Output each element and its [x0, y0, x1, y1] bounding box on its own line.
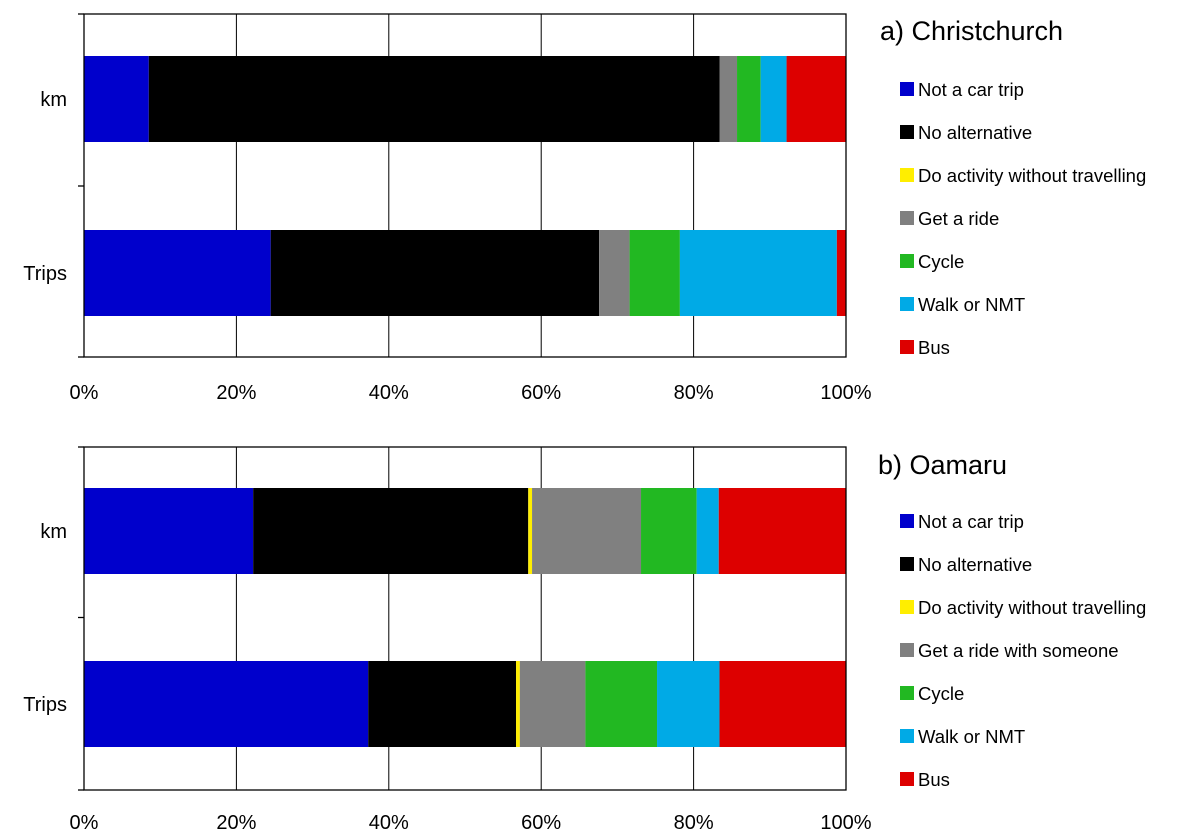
panel-1-legend-swatch-do-activity-without-travelling	[900, 168, 914, 182]
panel-1-legend-swatch-no-alternative	[900, 125, 914, 139]
panel-2-x-tick-label: 80%	[674, 812, 714, 834]
panel-1-bar-km-no-alternative	[148, 56, 720, 142]
panel-2-x-tick-label: 60%	[521, 812, 561, 834]
panel-1-legend-label-do-activity-without-travelling: Do activity without travelling	[918, 165, 1146, 186]
panel-2-bar-km-bus	[718, 488, 846, 574]
panel-2-x-tick-label: 0%	[70, 812, 99, 834]
panel-2-legend-swatch-not-a-car-trip	[900, 514, 914, 528]
panel-2-legend-label-walk-or-nmt: Walk or NMT	[918, 726, 1025, 747]
panel-1-bar-trips-not-a-car-trip	[84, 230, 271, 316]
panel-2-bar-km-no-alternative	[253, 488, 529, 574]
panel-2-bar-trips-walk-or-nmt	[657, 661, 720, 747]
panel-2-legend-label-bus: Bus	[918, 769, 950, 790]
panel-1-legend-swatch-not-a-car-trip	[900, 82, 914, 96]
panel-2-legend-swatch-walk-or-nmt	[900, 729, 914, 743]
panel-2-legend-label-cycle: Cycle	[918, 683, 964, 704]
panel-2-legend-label-not-a-car-trip: Not a car trip	[918, 511, 1024, 532]
panel-1-legend-label-get-a-ride: Get a ride	[918, 208, 999, 229]
panel-1-bar-trips-get-a-ride	[599, 230, 630, 316]
panel-1-bar-km-bus	[786, 56, 846, 142]
panel-2-bar-trips-get-a-ride-with-someone	[519, 661, 586, 747]
panel-2-legend-swatch-bus	[900, 772, 914, 786]
panel-1-legend-swatch-get-a-ride	[900, 211, 914, 225]
panel-2-x-tick-label: 20%	[216, 812, 256, 834]
panel-1-category-label-km: km	[40, 89, 67, 111]
panel-1-legend-label-not-a-car-trip: Not a car trip	[918, 79, 1024, 100]
panel-1-x-tick-label: 0%	[70, 382, 99, 404]
panel-2-legend-label-no-alternative: No alternative	[918, 554, 1032, 575]
panel-2-bar-trips-do-activity-without-travelling	[516, 661, 520, 747]
panel-2-bar-trips-cycle	[585, 661, 658, 747]
panel-1-x-tick-label: 40%	[369, 382, 409, 404]
panel-2-x-tick-label: 100%	[820, 812, 871, 834]
panel-1-legend-label-no-alternative: No alternative	[918, 122, 1032, 143]
panel-2-bar-km-do-activity-without-travelling	[528, 488, 533, 574]
panel-2-bar-km-walk-or-nmt	[696, 488, 719, 574]
panel-2-legend-swatch-get-a-ride-with-someone	[900, 643, 914, 657]
panel-2-bar-trips-bus	[719, 661, 846, 747]
panel-1-bar-trips-bus	[836, 230, 846, 316]
panel-2-category-label-trips: Trips	[23, 694, 67, 716]
panel-2-legend-label-do-activity-without-travelling: Do activity without travelling	[918, 597, 1146, 618]
panel-1-title: a) Christchurch	[880, 16, 1063, 46]
panel-2-legend-swatch-do-activity-without-travelling	[900, 600, 914, 614]
panel-1-bar-km-walk-or-nmt	[760, 56, 787, 142]
panel-2-title: b) Oamaru	[878, 450, 1007, 480]
panel-2-x-tick-label: 40%	[369, 812, 409, 834]
panel-1-legend-label-walk-or-nmt: Walk or NMT	[918, 294, 1025, 315]
panel-2-plot-frame	[83, 446, 847, 791]
panel-1-bar-trips-no-alternative	[270, 230, 600, 316]
panel-1-bar-km-cycle	[737, 56, 761, 142]
panel-1-legend-swatch-bus	[900, 340, 914, 354]
panel-1-x-tick-label: 60%	[521, 382, 561, 404]
panel-1-x-tick-label: 20%	[216, 382, 256, 404]
panel-1-bar-km-not-a-car-trip	[84, 56, 149, 142]
panel-2-bar-trips-not-a-car-trip	[84, 661, 369, 747]
panel-1-category-label-trips: Trips	[23, 263, 67, 285]
panel-2-bar-km-cycle	[641, 488, 697, 574]
panel-1-x-tick-label: 100%	[820, 382, 871, 404]
panel-2-legend-swatch-no-alternative	[900, 557, 914, 571]
panel-2-bar-trips-no-alternative	[368, 661, 517, 747]
panel-1-x-tick-label: 80%	[674, 382, 714, 404]
panel-1-bar-trips-walk-or-nmt	[679, 230, 837, 316]
panel-2-legend-label-get-a-ride-with-someone: Get a ride with someone	[918, 640, 1119, 661]
panel-1-legend-swatch-cycle	[900, 254, 914, 268]
panel-2-bar-km-not-a-car-trip	[84, 488, 254, 574]
panel-2-legend-swatch-cycle	[900, 686, 914, 700]
panel-1-legend-swatch-walk-or-nmt	[900, 297, 914, 311]
panel-1-bar-trips-cycle	[629, 230, 680, 316]
panel-2-bar-km-get-a-ride-with-someone	[532, 488, 642, 574]
panel-2-category-label-km: km	[40, 521, 67, 543]
panel-1-bar-km-get-a-ride	[719, 56, 738, 142]
panel-1-legend-label-bus: Bus	[918, 337, 950, 358]
panel-1-legend-label-cycle: Cycle	[918, 251, 964, 272]
